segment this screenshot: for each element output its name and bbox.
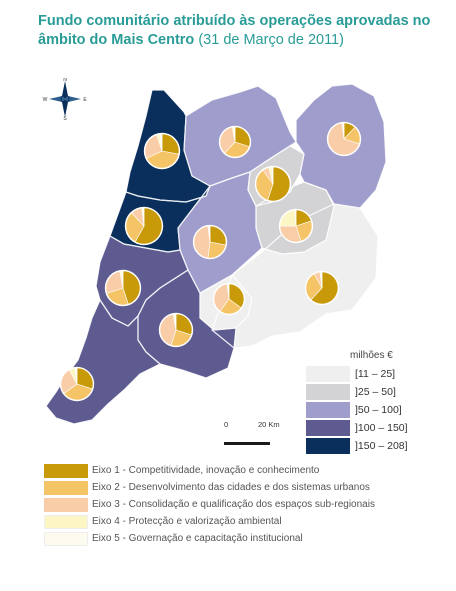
pie-slice-eixo-1 bbox=[161, 133, 180, 155]
compass-rose-icon: N S W E bbox=[40, 77, 90, 122]
legend-swatch-eixo-2 bbox=[44, 480, 88, 495]
choropleth-class: ]50 – 100] bbox=[306, 401, 426, 419]
pie-slice-eixo-5 bbox=[208, 225, 211, 243]
pie-slice-eixo-3 bbox=[219, 126, 236, 154]
pies-layer bbox=[59, 121, 362, 402]
pie-slice-eixo-2 bbox=[224, 141, 250, 158]
pie-slice-eixo-3 bbox=[144, 134, 163, 159]
pie-oeste bbox=[59, 366, 95, 402]
pie-slice-eixo-5 bbox=[121, 270, 124, 289]
scale-end-label: 20 Km bbox=[258, 420, 280, 429]
scale-bar: 0 20 Km bbox=[224, 420, 284, 445]
pie-slice-eixo-5 bbox=[159, 133, 163, 152]
compass-n: N bbox=[63, 78, 67, 83]
pie-slice-eixo-3 bbox=[327, 122, 360, 156]
legend-item: Eixo 2 - Desenvolvimento das cidades e d… bbox=[44, 479, 444, 496]
pie-baixo-mondego bbox=[124, 206, 164, 246]
pie-slice-eixo-3 bbox=[279, 225, 302, 243]
legend-swatch-eixo-5 bbox=[44, 531, 88, 546]
choropleth-class: ]25 – 50] bbox=[306, 383, 426, 401]
pie-slice-eixo-2 bbox=[125, 212, 145, 243]
pie-slice-eixo-3 bbox=[193, 225, 211, 259]
choropleth-legend: milhões € [11 – 25] ]25 – 50] ]50 – 100]… bbox=[306, 350, 426, 455]
pie-slice-eixo-1 bbox=[310, 271, 339, 305]
pie-pinhal-interior-norte bbox=[192, 224, 228, 260]
choropleth-class: [11 – 25] bbox=[306, 365, 426, 383]
pie-slice-eixo-5 bbox=[271, 166, 274, 185]
pie-slice-eixo-5 bbox=[227, 283, 230, 300]
legend-label: Eixo 5 - Governação e capacitação instit… bbox=[92, 533, 303, 544]
pie-slice-eixo-1 bbox=[228, 283, 245, 309]
pie-slice-eixo-5 bbox=[233, 126, 236, 143]
axes-legend: Eixo 1 - Competitividade, inovação e con… bbox=[44, 462, 444, 547]
choropleth-label: ]150 – 208] bbox=[355, 440, 408, 452]
pie-slice-eixo-3 bbox=[213, 283, 230, 312]
scale-line bbox=[224, 442, 270, 445]
pie-slice-eixo-2 bbox=[255, 169, 274, 201]
legend-label: Eixo 4 - Protecção e valorização ambient… bbox=[92, 516, 282, 527]
pie-medio-tejo bbox=[158, 312, 194, 348]
pie-slice-eixo-2 bbox=[305, 273, 323, 301]
pie-slice-eixo-5 bbox=[294, 209, 297, 227]
pie-slice-eixo-5 bbox=[74, 367, 78, 385]
pie-slice-eixo-1 bbox=[209, 225, 227, 246]
compass-s: S bbox=[63, 116, 67, 120]
pie-slice-eixo-3 bbox=[105, 270, 124, 294]
pie-cova-da-beira bbox=[278, 208, 314, 244]
pie-baixo-vouga bbox=[143, 132, 181, 170]
legend-item: Eixo 5 - Governação e capacitação instit… bbox=[44, 530, 444, 547]
legend-label: Eixo 2 - Desenvolvimento das cidades e d… bbox=[92, 482, 370, 493]
pie-slice-eixo-2 bbox=[63, 383, 93, 401]
choropleth-swatch-2 bbox=[306, 402, 350, 418]
legend-label: Eixo 1 - Competitividade, inovação e con… bbox=[92, 465, 320, 476]
pie-slice-eixo-5 bbox=[174, 313, 177, 331]
pie-beira-interior-sul bbox=[304, 270, 340, 306]
pie-slice-eixo-1 bbox=[175, 313, 193, 336]
map-title: Fundo comunitário atribuído às operações… bbox=[38, 13, 431, 48]
pie-slice-eixo-5 bbox=[142, 207, 145, 227]
choropleth-class: ]150 – 208] bbox=[306, 437, 426, 455]
pie-slice-eixo-1 bbox=[267, 166, 291, 202]
legend-swatch-eixo-4 bbox=[44, 514, 88, 529]
legend-swatch-eixo-3 bbox=[44, 497, 88, 512]
pie-pinhal-litoral bbox=[104, 269, 142, 307]
legend-label: Eixo 3 - Consolidação e qualificação dos… bbox=[92, 499, 375, 510]
choropleth-swatch-1 bbox=[306, 384, 350, 400]
legend-swatch-eixo-1 bbox=[44, 463, 88, 478]
pie-slice-eixo-1 bbox=[122, 270, 141, 305]
legend-item: Eixo 1 - Competitividade, inovação e con… bbox=[44, 462, 444, 479]
choropleth-label: ]25 – 50] bbox=[355, 386, 396, 398]
choropleth-swatch-0 bbox=[306, 366, 350, 382]
scale-start-label: 0 bbox=[224, 420, 229, 429]
pie-slice-eixo-2 bbox=[146, 150, 180, 169]
choropleth-label: ]100 – 150] bbox=[355, 422, 408, 434]
pie-slice-eixo-5 bbox=[342, 122, 345, 140]
choropleth-label: [11 – 25] bbox=[355, 368, 396, 380]
choropleth-class: ]100 – 150] bbox=[306, 419, 426, 437]
pie-slice-eixo-1 bbox=[134, 207, 163, 245]
map-date: (31 de Março de 2011) bbox=[198, 32, 344, 48]
pie-slice-eixo-1 bbox=[234, 126, 251, 148]
compass-e: E bbox=[83, 97, 87, 103]
compass-w: W bbox=[43, 97, 48, 103]
pie-slice-eixo-5 bbox=[320, 271, 323, 289]
pie-slice-eixo-3 bbox=[159, 313, 177, 346]
pie-pinhal-interior-sul bbox=[212, 282, 246, 316]
pie-slice-eixo-1 bbox=[76, 367, 94, 390]
pie-beira-interior-norte bbox=[326, 121, 362, 157]
choropleth-label: ]50 – 100] bbox=[355, 404, 402, 416]
legend-item: Eixo 4 - Protecção e valorização ambient… bbox=[44, 513, 444, 530]
pie-dao-lafoes bbox=[218, 125, 252, 159]
pie-serra-da-estrela bbox=[254, 165, 292, 203]
choropleth-swatch-4 bbox=[306, 438, 350, 454]
legend-item: Eixo 3 - Consolidação e qualificação dos… bbox=[44, 496, 444, 513]
pie-slice-eixo-3 bbox=[60, 369, 78, 394]
choropleth-legend-title: milhões € bbox=[350, 350, 393, 361]
choropleth-swatch-3 bbox=[306, 420, 350, 436]
